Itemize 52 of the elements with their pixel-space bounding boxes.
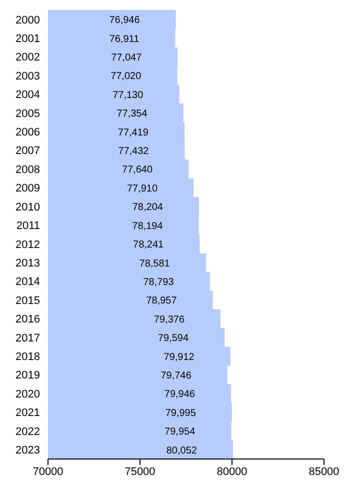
y-tick-label: 2022 <box>16 426 40 438</box>
data-label: 78,204 <box>132 202 164 214</box>
data-label: 78,194 <box>132 220 164 232</box>
y-tick-label: 2005 <box>16 108 40 120</box>
data-label: 78,793 <box>143 276 174 288</box>
y-tick-label: 2006 <box>16 126 40 139</box>
data-label: 78,241 <box>133 240 164 251</box>
y-tick-label: 2009 <box>16 182 40 195</box>
data-label: 79,594 <box>158 333 189 344</box>
y-tick-label: 2000 <box>16 14 40 26</box>
x-tick-label: 85000 <box>308 466 340 478</box>
data-label: 79,954 <box>164 426 196 438</box>
data-label: 79,376 <box>154 314 185 326</box>
y-tick-label: 2013 <box>16 257 40 270</box>
y-tick-label: 2020 <box>16 388 40 400</box>
y-tick-label: 2007 <box>16 145 40 158</box>
x-tick-label: 70000 <box>32 466 64 478</box>
y-tick-label: 2015 <box>16 294 40 307</box>
data-label: 77,432 <box>118 146 150 158</box>
y-tick-label: 2004 <box>16 89 40 102</box>
data-label: 79,912 <box>164 352 195 363</box>
data-label: 80,052 <box>166 445 198 456</box>
data-label: 78,581 <box>139 258 170 270</box>
data-label: 77,130 <box>112 90 144 101</box>
y-tick-label: 2023 <box>16 444 40 457</box>
y-tick-label: 2019 <box>16 370 40 382</box>
y-tick-label: 2017 <box>16 332 40 344</box>
data-label: 77,354 <box>116 108 148 120</box>
y-tick-label: 2010 <box>16 201 40 214</box>
data-label: 77,419 <box>118 127 149 138</box>
data-label: 78,957 <box>146 296 178 307</box>
y-tick-label: 2008 <box>16 164 40 176</box>
data-label: 79,946 <box>164 389 196 400</box>
data-label: 77,020 <box>110 71 142 82</box>
data-label: 77,640 <box>122 164 154 176</box>
x-tick-label: 75000 <box>124 466 156 478</box>
data-label: 77,047 <box>111 52 142 64</box>
data-label: 77,910 <box>126 183 158 194</box>
data-label: 76,911 <box>109 34 140 45</box>
y-tick-label: 2003 <box>16 70 40 82</box>
y-tick-label: 2014 <box>16 276 40 288</box>
y-tick-label: 2012 <box>16 238 40 251</box>
data-label: 76,946 <box>109 15 140 26</box>
y-tick-label: 2011 <box>16 220 40 232</box>
data-label: 79,746 <box>160 370 192 382</box>
y-tick-label: 2002 <box>16 52 40 64</box>
y-tick-label: 2001 <box>16 32 40 45</box>
x-tick-label: 80000 <box>216 466 248 478</box>
y-tick-label: 2018 <box>16 351 40 364</box>
y-tick-label: 2016 <box>16 314 40 326</box>
data-label: 79,995 <box>165 408 196 419</box>
y-tick-label: 2021 <box>16 407 40 420</box>
